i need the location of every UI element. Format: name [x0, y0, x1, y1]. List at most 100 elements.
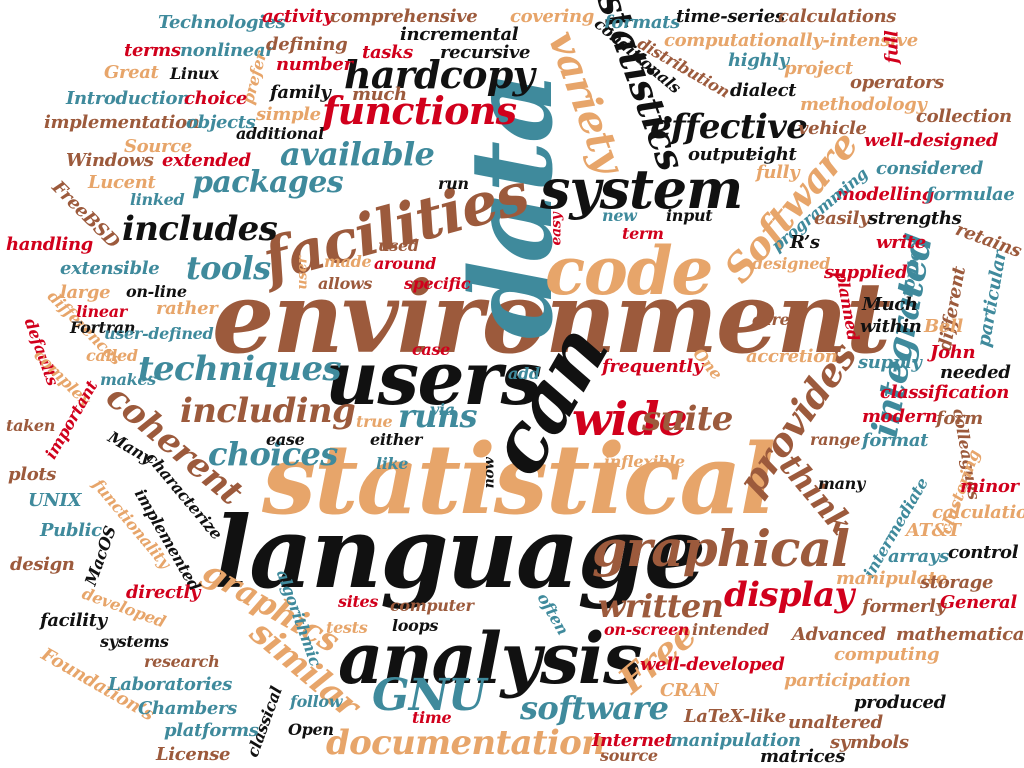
word-considered: considered [876, 158, 983, 179]
word-recursive: recursive [440, 42, 531, 63]
word-technologies: Technologies [158, 12, 286, 33]
word-includes: includes [122, 209, 278, 249]
word-user: user [294, 256, 311, 290]
word-plots: plots [8, 464, 57, 485]
word-care: care [752, 310, 790, 329]
word-now: now [481, 457, 498, 489]
word-rather: rather [156, 298, 218, 319]
word-made: made [324, 252, 372, 271]
word-defining: defining [266, 34, 348, 55]
word-supply: supply [858, 352, 922, 373]
word-many: many [818, 474, 865, 493]
word-accretion: accretion [746, 346, 838, 367]
word-john: John [930, 342, 976, 363]
word-laboratories: Laboratories [108, 674, 232, 695]
word-latex-like: LaTeX-like [684, 706, 786, 727]
word-true: true [356, 412, 393, 431]
word-graphical: graphical [592, 519, 850, 578]
word-calculations: calculations [778, 6, 897, 27]
word-calculation: calculation [932, 502, 1024, 523]
word-strengths: strengths [868, 208, 962, 229]
word-linked: linked [130, 190, 185, 209]
word-on-screen: on-screen [604, 620, 690, 639]
word-formulae: formulae [926, 184, 1015, 205]
word-analysis: analysis [338, 617, 642, 700]
word-form: form [936, 408, 983, 429]
word-much-upper: Much [862, 294, 918, 315]
word-matrices: matrices [760, 746, 846, 767]
word-documentation: documentation [326, 723, 606, 763]
word-lucent: Lucent [88, 172, 156, 193]
word-tasks: tasks [362, 42, 413, 63]
word-covering: covering [510, 6, 594, 27]
word-environment: environment [212, 261, 891, 376]
word-new: new [602, 206, 637, 225]
word-att: AT&T [906, 520, 961, 541]
word-much-lower: much [352, 84, 407, 105]
word-activity: activity [262, 6, 333, 27]
word-around: around [374, 254, 437, 273]
word-arrays: arrays [888, 546, 949, 567]
word-manipulate: manipulate [836, 568, 947, 589]
word-full: full [881, 30, 903, 64]
word-wide: wide [572, 392, 688, 446]
word-collection: collection [916, 106, 1012, 127]
word-frequently: frequently [602, 356, 703, 377]
word-advanced: Advanced [792, 624, 886, 645]
word-linear: linear [76, 302, 127, 321]
word-project: project [784, 58, 853, 79]
word-either: either [370, 430, 422, 449]
word-case: case [412, 340, 451, 359]
word-facility: facility [40, 610, 107, 631]
word-written: written [598, 587, 724, 625]
word-number: number [276, 54, 353, 75]
word-display: display [724, 575, 854, 615]
word-loops: loops [392, 616, 439, 635]
word-operators: operators [850, 72, 944, 93]
word-system: system [540, 157, 743, 221]
word-tests: tests [326, 618, 368, 637]
word-storage: storage [920, 572, 994, 593]
word-design: design [10, 554, 75, 575]
word-comprehensive: comprehensive [330, 6, 478, 27]
word-windows: Windows [66, 150, 154, 171]
word-statistical: statistical [262, 423, 776, 536]
word-modern: modern [862, 406, 938, 427]
word-intended: intended [692, 620, 769, 639]
word-minor: minor [960, 476, 1019, 497]
word-within: within [860, 316, 922, 337]
word-input: input [666, 206, 713, 225]
word-research: research [144, 652, 220, 671]
word-particular: particular [973, 249, 1011, 349]
word-introduction: Introduction [66, 88, 190, 109]
word-fortran: Fortran [70, 318, 136, 337]
word-rs: R’s [790, 232, 820, 253]
word-vehicle: vehicle [798, 118, 867, 139]
word-inflexible: inflexible [604, 452, 685, 471]
word-different: different [934, 265, 971, 353]
word-used: used [378, 236, 419, 255]
word-linux: Linux [170, 64, 219, 83]
word-choice: choice [184, 88, 248, 109]
word-cran: CRAN [660, 680, 719, 701]
word-eight: eight [746, 144, 797, 165]
word-public: Public [40, 520, 102, 541]
word-additional: additional [236, 124, 324, 143]
word-extended: extended [162, 150, 251, 171]
word-highly: highly [728, 50, 789, 71]
word-effective: effective [650, 107, 808, 147]
word-packages: packages [192, 165, 344, 200]
word-mathematical: mathematical [896, 624, 1024, 645]
word-called: called [86, 346, 138, 365]
word-easily: easily [814, 208, 870, 229]
word-suite: suite [642, 399, 733, 439]
word-terms: terms [124, 40, 181, 61]
word-sites: sites [338, 592, 379, 611]
word-incremental: incremental [400, 24, 519, 45]
word-modelling: modelling [836, 184, 935, 205]
word-run: run [438, 174, 469, 193]
word-needed: needed [940, 362, 1011, 383]
word-language: language [214, 496, 706, 611]
word-license: License [156, 744, 231, 765]
word-symbols: symbols [830, 732, 909, 753]
